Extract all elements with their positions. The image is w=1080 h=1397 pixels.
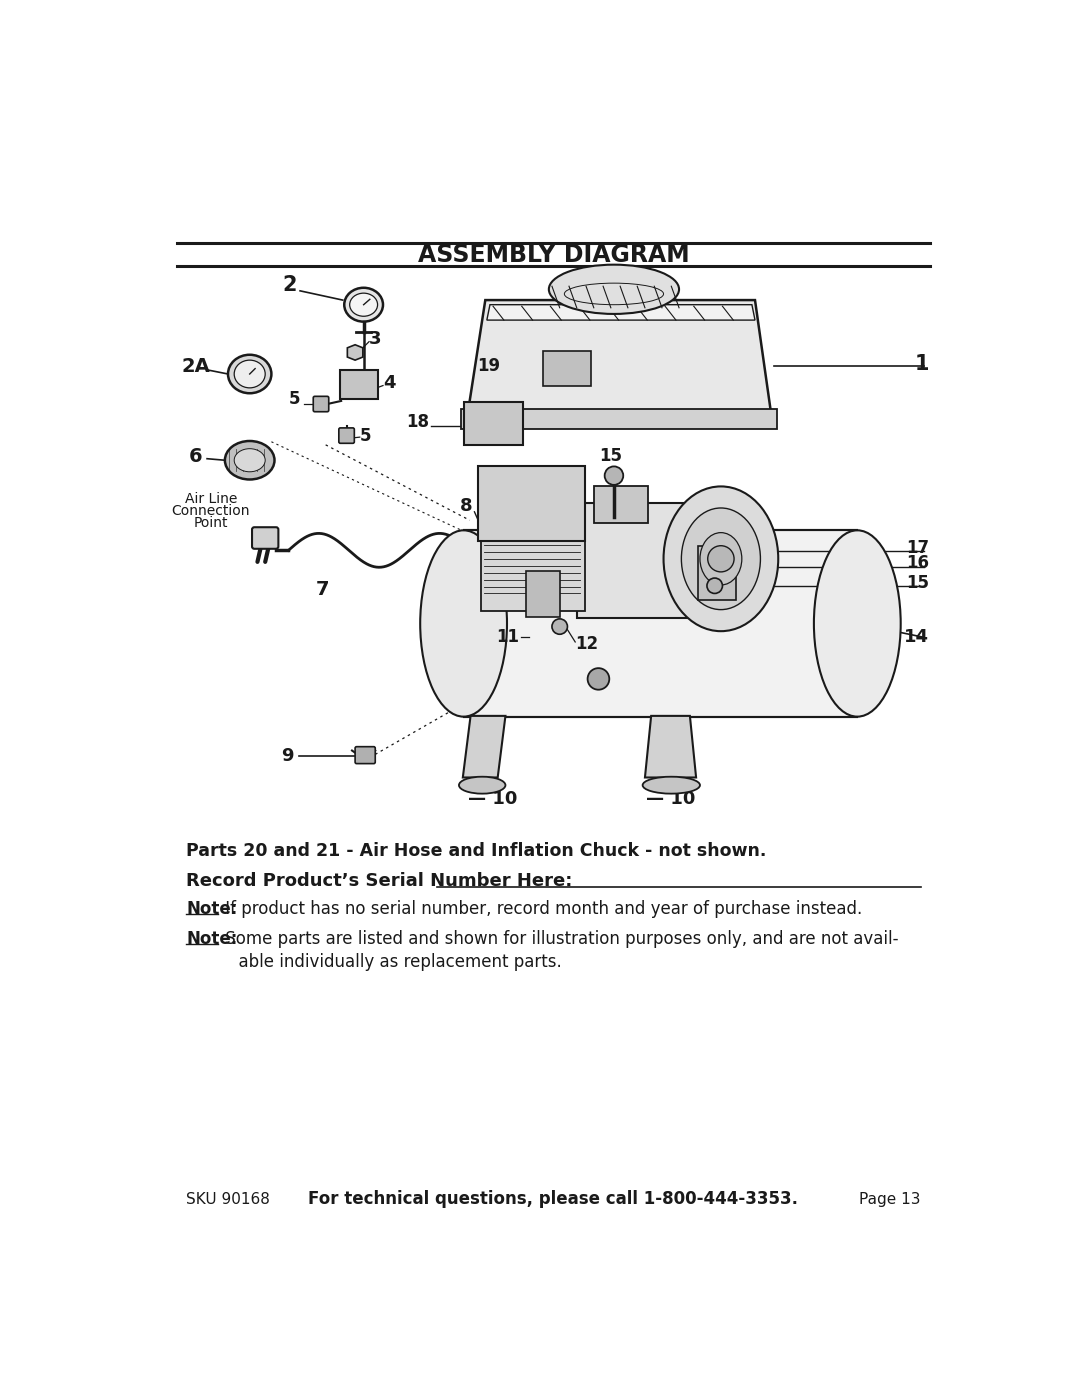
Polygon shape <box>645 715 697 778</box>
Polygon shape <box>487 305 755 320</box>
Text: 12: 12 <box>576 634 598 652</box>
FancyBboxPatch shape <box>526 571 559 617</box>
Ellipse shape <box>700 532 742 585</box>
Ellipse shape <box>420 531 507 717</box>
FancyBboxPatch shape <box>594 486 648 524</box>
Text: — 10: — 10 <box>647 791 696 807</box>
FancyBboxPatch shape <box>355 746 375 764</box>
FancyBboxPatch shape <box>339 427 354 443</box>
Text: 19: 19 <box>477 358 501 376</box>
Text: ASSEMBLY DIAGRAM: ASSEMBLY DIAGRAM <box>418 243 689 267</box>
Ellipse shape <box>225 441 274 479</box>
Circle shape <box>605 467 623 485</box>
Text: 3: 3 <box>369 330 381 348</box>
Text: 14: 14 <box>904 629 930 647</box>
Text: 2: 2 <box>283 275 297 295</box>
Text: Some parts are listed and shown for illustration purposes only, and are not avai: Some parts are listed and shown for illu… <box>220 930 899 949</box>
FancyBboxPatch shape <box>340 370 378 400</box>
Text: Connection: Connection <box>172 504 251 518</box>
FancyBboxPatch shape <box>252 527 279 549</box>
Ellipse shape <box>814 531 901 717</box>
Text: Page 13: Page 13 <box>860 1192 921 1207</box>
Text: 5: 5 <box>360 426 372 444</box>
Text: SKU 90168: SKU 90168 <box>186 1192 270 1207</box>
FancyBboxPatch shape <box>577 503 712 617</box>
Polygon shape <box>463 715 505 778</box>
Circle shape <box>707 578 723 594</box>
Text: 15: 15 <box>599 447 622 465</box>
Text: 4: 4 <box>383 374 395 393</box>
Polygon shape <box>467 300 772 420</box>
Text: Air Line: Air Line <box>185 492 238 506</box>
Ellipse shape <box>234 448 266 472</box>
FancyBboxPatch shape <box>461 409 777 429</box>
Ellipse shape <box>643 777 700 793</box>
FancyBboxPatch shape <box>313 397 328 412</box>
Ellipse shape <box>228 355 271 393</box>
FancyBboxPatch shape <box>463 402 523 444</box>
Ellipse shape <box>549 264 679 314</box>
Text: 1: 1 <box>915 353 930 374</box>
Ellipse shape <box>681 509 760 609</box>
Polygon shape <box>348 345 363 360</box>
Text: 8: 8 <box>460 497 473 515</box>
Text: 11: 11 <box>497 629 519 647</box>
Text: 15: 15 <box>906 574 930 592</box>
Text: 18: 18 <box>406 412 430 430</box>
Text: 6: 6 <box>189 447 202 465</box>
Circle shape <box>552 619 567 634</box>
Text: For technical questions, please call 1-800-444-3353.: For technical questions, please call 1-8… <box>309 1190 798 1208</box>
Text: 2A: 2A <box>181 356 210 376</box>
Text: 17: 17 <box>906 539 930 557</box>
Text: 7: 7 <box>315 580 329 599</box>
Text: Parts 20 and 21 - Air Hose and Inflation Chuck - not shown.: Parts 20 and 21 - Air Hose and Inflation… <box>186 842 767 861</box>
Text: Note:: Note: <box>186 930 238 949</box>
Text: Point: Point <box>193 517 228 531</box>
Bar <box>463 531 858 717</box>
Ellipse shape <box>459 777 505 793</box>
Circle shape <box>588 668 609 690</box>
Ellipse shape <box>234 360 266 388</box>
Text: Note:: Note: <box>186 900 238 918</box>
Text: Record Product’s Serial Number Here:: Record Product’s Serial Number Here: <box>186 872 572 890</box>
Text: 5: 5 <box>288 390 300 408</box>
Text: able individually as replacement parts.: able individually as replacement parts. <box>186 953 562 971</box>
Text: 9: 9 <box>282 747 294 766</box>
Text: 13: 13 <box>597 492 620 510</box>
FancyBboxPatch shape <box>478 465 585 541</box>
Ellipse shape <box>663 486 779 631</box>
Text: If product has no serial number, record month and year of purchase instead.: If product has no serial number, record … <box>220 900 863 918</box>
FancyBboxPatch shape <box>698 546 737 601</box>
Text: 16: 16 <box>906 555 930 573</box>
Ellipse shape <box>345 288 383 321</box>
Ellipse shape <box>350 293 378 316</box>
FancyBboxPatch shape <box>481 522 584 610</box>
Text: — 10: — 10 <box>469 791 517 807</box>
Circle shape <box>707 546 734 571</box>
FancyBboxPatch shape <box>542 351 591 387</box>
